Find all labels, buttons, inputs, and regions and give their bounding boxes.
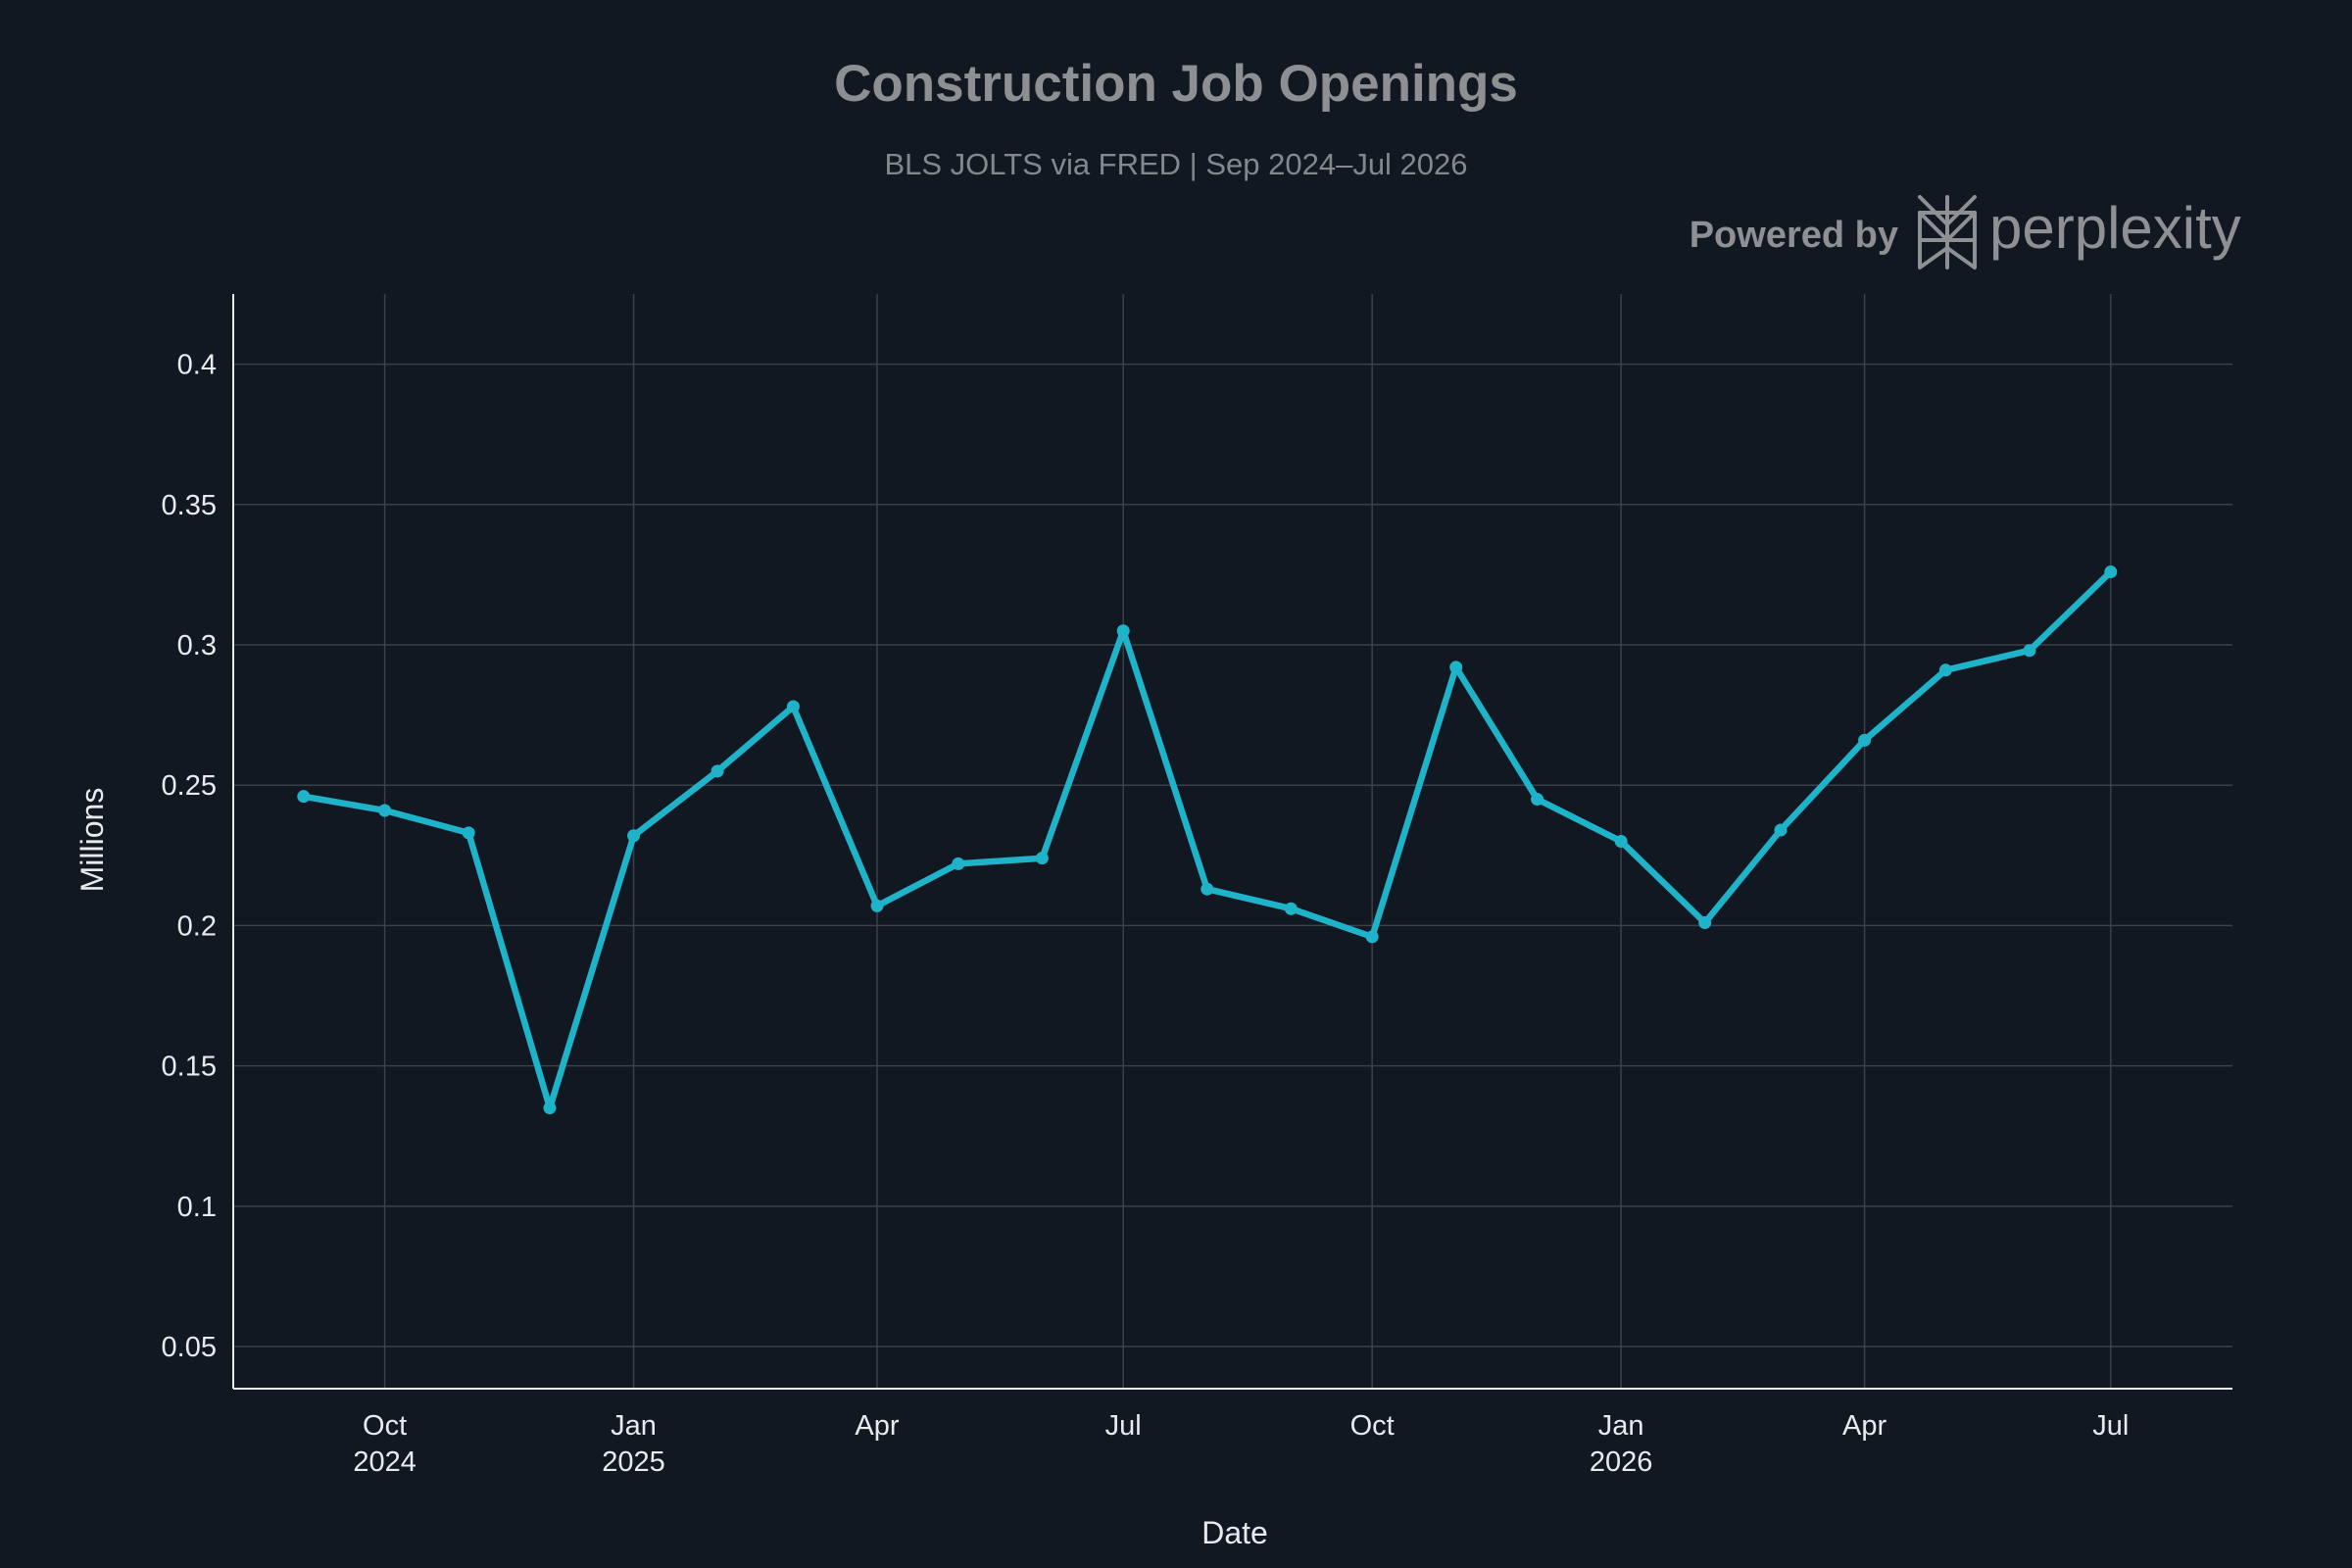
x-tick-year-label: 2025 (602, 1446, 665, 1478)
data-point (1035, 852, 1049, 865)
data-point (1938, 663, 1952, 677)
x-tick-label: Apr (855, 1410, 899, 1442)
y-tick-label: 0.1 (177, 1192, 217, 1223)
powered-by-label: Powered by (1690, 215, 1898, 256)
data-point (952, 857, 965, 870)
x-axis-label: Date (1201, 1515, 1268, 1550)
x-tick-year-label: 2026 (1590, 1446, 1653, 1478)
chart-title: Construction Job Openings (834, 55, 1518, 113)
y-tick-label: 0.4 (177, 350, 217, 381)
data-point (870, 899, 884, 912)
data-point (2104, 565, 2118, 579)
y-tick-label: 0.2 (177, 910, 217, 942)
data-point (297, 790, 311, 804)
x-tick-label: Jan (611, 1410, 657, 1442)
chart-subtitle: BLS JOLTS via FRED | Sep 2024–Jul 2026 (884, 147, 1467, 181)
x-tick-label: Oct (1350, 1410, 1395, 1442)
x-tick-label: Jul (1105, 1410, 1142, 1442)
data-point (543, 1102, 557, 1115)
axes (232, 294, 2232, 1390)
data-point (1614, 835, 1628, 848)
powered-by-badge: Powered by perplexity (1690, 195, 2241, 270)
data-point (1200, 882, 1214, 896)
y-axis-ticks: 0.05 0.1 0.15 0.2 0.25 0.3 0.35 0.4 (162, 350, 217, 1363)
data-point (378, 804, 392, 817)
data-point (1116, 624, 1130, 638)
data-point (1774, 823, 1788, 837)
x-tick-label: Oct (363, 1410, 407, 1442)
x-tick-label: Apr (1842, 1410, 1886, 1442)
data-point (1531, 793, 1544, 807)
data-point (1698, 916, 1712, 930)
grid (233, 294, 2232, 1389)
data-point (786, 700, 800, 713)
data-point (1858, 733, 1872, 747)
data-point (1365, 930, 1379, 944)
data-point (1449, 661, 1463, 674)
y-tick-label: 0.05 (162, 1332, 217, 1363)
x-tick-label: Jan (1598, 1410, 1644, 1442)
brand-name: perplexity (1989, 195, 2241, 261)
y-tick-label: 0.3 (177, 630, 217, 662)
y-tick-label: 0.25 (162, 770, 217, 802)
x-axis-ticks: Oct 2024 Jan 2025 Apr Jul Oct Jan 2026 Apr Jul (353, 1410, 2129, 1478)
series-layer (297, 565, 2118, 1115)
x-tick-label: Jul (2092, 1410, 2129, 1442)
x-tick-year-label: 2024 (353, 1446, 416, 1478)
data-point (627, 829, 641, 843)
y-tick-label: 0.15 (162, 1052, 217, 1083)
perplexity-logo-icon (1918, 195, 1977, 270)
series-line (300, 568, 2115, 1111)
y-axis-label: Millions (74, 788, 110, 893)
data-point (2023, 644, 2036, 658)
data-point (462, 826, 475, 840)
data-point (710, 764, 724, 778)
data-point (1284, 902, 1298, 915)
y-tick-label: 0.35 (162, 490, 217, 521)
